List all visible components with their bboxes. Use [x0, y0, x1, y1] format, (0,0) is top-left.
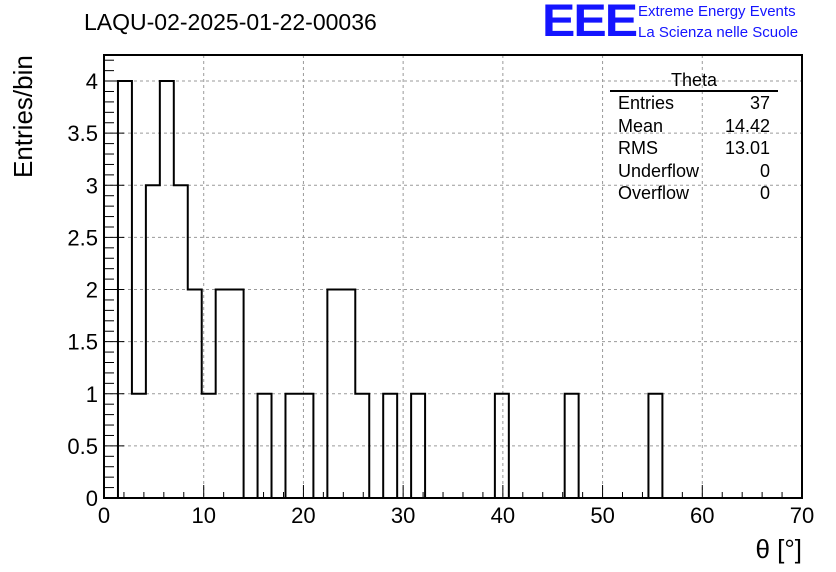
x-tick-label: 0	[98, 503, 110, 528]
histogram-bin	[299, 394, 313, 498]
y-tick-label: 4	[86, 69, 98, 94]
x-tick-label: 30	[391, 503, 415, 528]
stats-label: Underflow	[618, 160, 700, 181]
stats-value: 13.01	[724, 138, 770, 158]
eee-logo: EEE	[542, 0, 638, 46]
histogram-bin	[174, 185, 188, 498]
stats-label: Entries	[618, 93, 675, 113]
x-tick-label: 10	[191, 503, 215, 528]
stats-row-mean: Mean 14.42	[610, 115, 778, 138]
y-tick-label: 3.5	[67, 121, 98, 146]
histogram-bin	[341, 290, 355, 498]
stats-title: Theta	[610, 70, 778, 92]
histogram-bin	[383, 394, 397, 498]
stats-label: RMS	[618, 138, 658, 158]
stats-value: 0	[759, 183, 770, 203]
x-tick-label: 20	[291, 503, 315, 528]
stats-box: Theta Entries 37 Mean 14.42 RMS 13.01 Un…	[610, 70, 778, 205]
plot-frame	[103, 54, 803, 499]
stats-label: Overflow	[618, 183, 690, 203]
stats-value: 0	[759, 160, 770, 181]
x-tick-label: 40	[491, 503, 515, 528]
stats-value: 37	[749, 93, 770, 113]
stats-row-underflow: Underflow 0	[610, 160, 778, 183]
stats-row-overflow: Overflow 0	[610, 182, 778, 205]
x-tick-label: 50	[590, 503, 614, 528]
y-tick-label: 1	[86, 382, 98, 407]
stats-row-rms: RMS 13.01	[610, 137, 778, 160]
x-tick-label: 60	[690, 503, 714, 528]
org-name-line1: Extreme Energy Events	[638, 3, 796, 20]
axis-ticks	[103, 59, 803, 499]
y-tick-label: 0.5	[67, 434, 98, 459]
y-tick-label: 3	[86, 173, 98, 198]
y-tick-label: 2	[86, 278, 98, 303]
stats-value: 14.42	[724, 115, 770, 136]
histogram-outline	[116, 80, 664, 499]
stats-row-entries: Entries 37	[610, 92, 778, 115]
histogram-bin	[216, 290, 230, 498]
x-tick-label: 70	[790, 503, 814, 528]
histogram-bin	[258, 394, 272, 498]
chart-title: LAQU-02-2025-01-22-00036	[84, 9, 377, 35]
tick-labels: 0 10 20 30 40 50 60 70 0 0.5 1 1.5 2 2.5 3 3.5 4	[67, 69, 814, 528]
y-tick-label: 2.5	[67, 225, 98, 250]
y-tick-label: 1.5	[67, 330, 98, 355]
x-axis-label: θ [°]	[755, 534, 802, 564]
y-axis-label: Entries/bin	[8, 55, 38, 178]
y-tick-label: 0	[86, 486, 98, 511]
org-name-line2: La Scienza nelle Scuole	[638, 24, 799, 41]
stats-label: Mean	[618, 115, 664, 136]
